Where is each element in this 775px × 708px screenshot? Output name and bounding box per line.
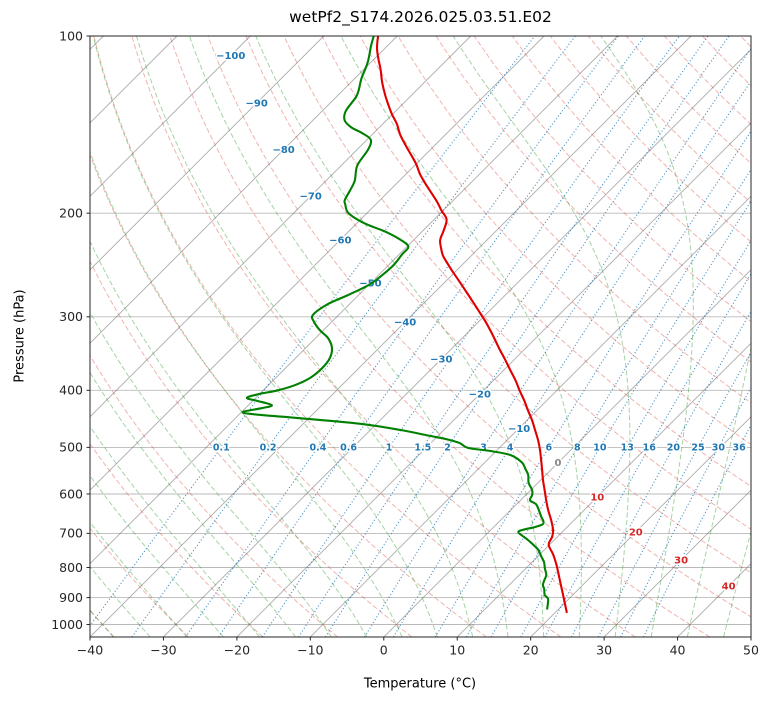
mixing-ratio-label: 6 <box>545 443 552 454</box>
mixing-ratio-label: 16 <box>643 443 657 454</box>
x-tick-label: 30 <box>596 643 612 658</box>
mixing-ratio-label: 4 <box>507 443 514 454</box>
dewpoint-curve <box>241 36 550 610</box>
mixing-ratio-label: 0.1 <box>213 443 230 454</box>
isotherm-label: 0 <box>555 458 562 469</box>
mixing-ratio-label: 25 <box>691 443 704 454</box>
x-tick-label: −30 <box>150 643 176 658</box>
y-tick-label: 1000 <box>51 617 83 632</box>
mixing-ratio-label: 0.6 <box>340 443 357 454</box>
isotherm-label: 40 <box>722 582 736 593</box>
mixing-ratio-label: 36 <box>732 443 746 454</box>
x-tick-label: −40 <box>77 643 103 658</box>
y-tick-label: 900 <box>59 590 83 605</box>
isotherm-label: −70 <box>300 192 322 203</box>
y-tick-label: 600 <box>59 486 83 501</box>
x-tick-label: −10 <box>297 643 323 658</box>
isotherm-label: −60 <box>329 235 351 246</box>
isotherm-label: 20 <box>629 527 643 538</box>
isotherm-label: −30 <box>430 355 452 366</box>
isotherm-label: −100 <box>216 51 245 62</box>
isotherm-label: −10 <box>508 424 530 435</box>
isotherm-label: −80 <box>272 145 294 156</box>
temperature-curve <box>375 36 568 614</box>
isotherm-label: −90 <box>246 99 268 110</box>
x-tick-label: 10 <box>449 643 465 658</box>
mixing-ratio-label: 2 <box>444 443 451 454</box>
plot-background <box>90 36 751 637</box>
inline-labels: 0.1 0.2 0.4 0.6 1 1.5 2 3 4 6 8 10 13 16 20 25 30 36−100−… <box>211 50 747 594</box>
mixing-ratio-label: 0.4 <box>309 443 326 454</box>
mixing-ratio-label: 1.5 <box>414 443 431 454</box>
y-tick-label: 300 <box>59 309 83 324</box>
mixing-ratio-label: 10 <box>593 443 607 454</box>
y-tick-label: 700 <box>59 526 83 541</box>
chart-title: wetPf2_S174.2026.025.03.51.E02 <box>289 8 552 26</box>
y-tick-label: 400 <box>59 383 83 398</box>
mixing-ratio-label: 0.2 <box>260 443 277 454</box>
x-tick-label: 0 <box>380 643 388 658</box>
isotherm-label: 30 <box>674 556 688 567</box>
x-tick-label: 40 <box>670 643 686 658</box>
axes: −40 −30 −20 −10 0 10 20 30 40 5010020030040050060… <box>51 28 759 657</box>
mixing-ratio-label: 3 <box>480 443 487 454</box>
y-tick-label: 800 <box>59 560 83 575</box>
y-tick-label: 100 <box>59 28 83 43</box>
mixing-ratio-label: 30 <box>712 443 726 454</box>
isotherm-label: 10 <box>590 492 604 503</box>
y-tick-label: 500 <box>59 440 83 455</box>
x-tick-label: 20 <box>523 643 539 658</box>
isotherm-label: −20 <box>469 390 491 401</box>
y-tick-label: 200 <box>59 205 83 220</box>
x-tick-label: 50 <box>743 643 759 658</box>
x-axis-label: Temperature (°C) <box>363 676 477 692</box>
mixing-ratio-label: 1 <box>386 443 393 454</box>
isotherm-label: −40 <box>394 317 416 328</box>
mixing-ratio-label: 8 <box>574 443 581 454</box>
mixing-ratio-label: 13 <box>621 443 634 454</box>
mixing-ratio-label: 20 <box>667 443 681 454</box>
x-tick-label: −20 <box>224 643 250 658</box>
